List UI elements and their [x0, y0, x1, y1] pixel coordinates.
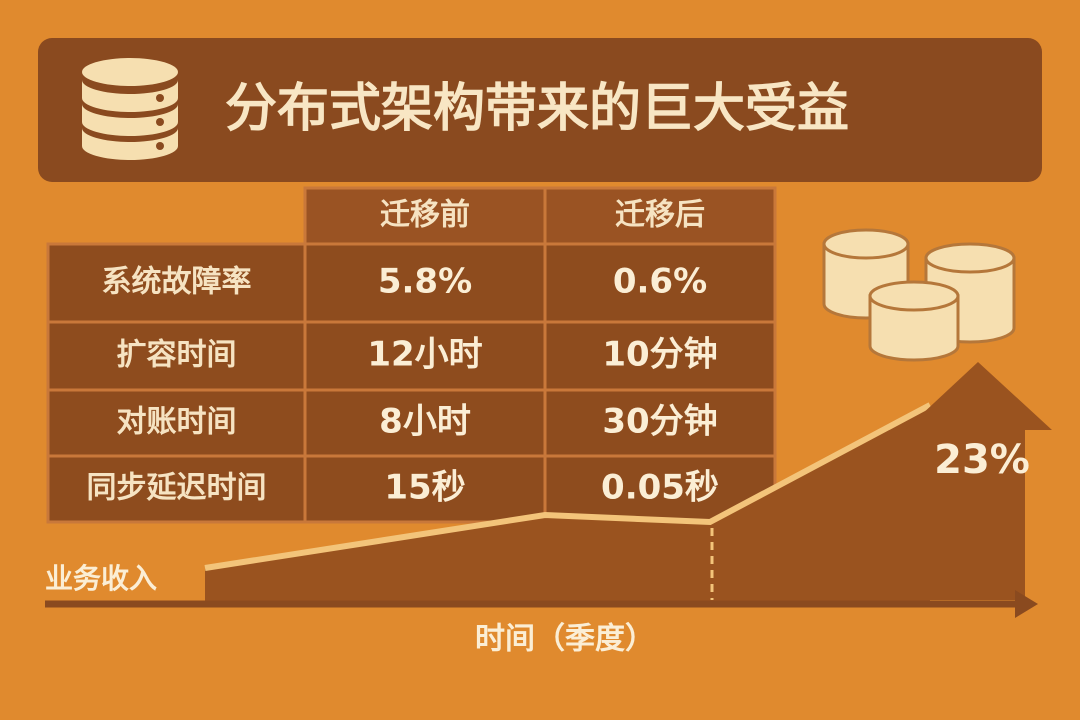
x-axis-arrow: [1015, 590, 1038, 618]
value-cell: [543, 242, 777, 324]
revenue-area: [205, 405, 930, 603]
cell-value: 8小时: [379, 402, 471, 442]
coins-icon: [822, 228, 1016, 362]
header-cell: [543, 186, 777, 246]
cell-value: 0.6%: [613, 262, 707, 302]
cell-value: 15秒: [384, 468, 465, 508]
value-cell: [543, 388, 777, 458]
column-header: 迁移后: [615, 198, 705, 233]
cell-value: 30分钟: [602, 402, 717, 442]
row-label: 扩容时间: [117, 338, 237, 373]
row-label: 系统故障率: [102, 265, 252, 300]
x-axis-label: 时间（季度）: [475, 622, 655, 657]
growth-arrow: [905, 362, 1052, 600]
value-cell: [303, 454, 547, 524]
cell-value: 5.8%: [378, 262, 472, 302]
column-header: 迁移前: [380, 198, 470, 233]
title-banner: [38, 38, 1042, 182]
header-cell: [303, 186, 547, 246]
database-icon: [82, 58, 178, 160]
cell-value: 0.05秒: [601, 468, 719, 508]
value-cell: [303, 388, 547, 458]
row-label: 同步延迟时间: [87, 471, 267, 506]
cell-value: 12小时: [367, 335, 482, 375]
table: 迁移前 迁移后: [303, 186, 777, 246]
row-label: 对账时间: [117, 405, 237, 440]
value-cell: [303, 242, 547, 324]
growth-label: 23%: [934, 437, 1030, 483]
cell-value: 10分钟: [602, 335, 717, 375]
y-axis-label: 业务收入: [45, 562, 157, 595]
revenue-line: [204, 402, 932, 571]
label-cell: [46, 454, 307, 524]
title: 分布式架构带来的巨大受益: [225, 79, 849, 139]
